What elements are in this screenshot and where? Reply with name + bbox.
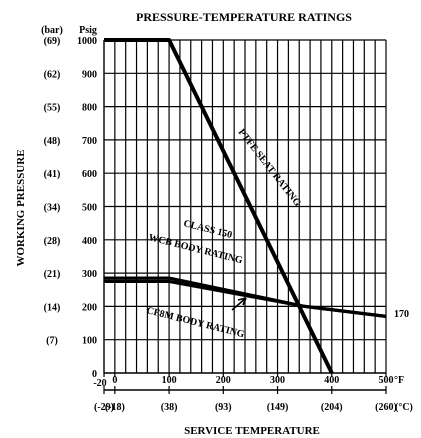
y-tick-label: 700 xyxy=(82,136,97,147)
y-tick-label: 900 xyxy=(82,69,97,80)
x-tick-celsius-label: (93) xyxy=(215,402,232,413)
x-tick-label: -20 xyxy=(93,378,106,389)
y-tick-bar-label: (34) xyxy=(44,203,61,214)
x-tick-label: 0 xyxy=(112,375,117,386)
x-axis-label: SERVICE TEMPERATURE xyxy=(184,425,320,437)
grid xyxy=(104,39,387,373)
x-tick-label: 400 xyxy=(324,375,339,386)
y-tick-bar-label: (62) xyxy=(44,69,61,80)
y-tick-label: 100 xyxy=(82,336,97,347)
x-tick-celsius-label: (-18) xyxy=(105,402,125,413)
y-tick-label: 800 xyxy=(82,103,97,114)
y-tick-bar-label: (41) xyxy=(44,169,61,180)
y-tick-label: 1000 xyxy=(77,36,97,47)
x-tick-celsius-label: (-29) xyxy=(94,402,114,413)
y-tick-bar-label: (55) xyxy=(44,103,61,114)
cf8m-pointer-arrow xyxy=(231,297,247,311)
x-unit-secondary: (°C) xyxy=(395,402,413,413)
x-tick-label: 500 xyxy=(379,375,394,386)
series-line-cf8m-body-rating xyxy=(104,279,387,318)
y-tick-label: 400 xyxy=(82,236,97,247)
y-unit-primary: Psig xyxy=(79,25,97,36)
y-tick-bar-label: (21) xyxy=(44,269,61,280)
y-tick-label: 600 xyxy=(82,169,97,180)
chart-title: PRESSURE-TEMPERATURE RATINGS xyxy=(136,10,352,24)
x-tick-celsius-label: (260) xyxy=(375,402,397,413)
x-tick-celsius-label: (38) xyxy=(161,402,178,413)
series-line-ptfe-seat-rating xyxy=(104,38,334,374)
series-lines xyxy=(104,38,387,374)
y-tick-label: 0 xyxy=(92,369,97,380)
end-value-label: 170 xyxy=(394,309,409,320)
x-tick-celsius-label: (204) xyxy=(321,402,343,413)
x-tick-celsius-label: (149) xyxy=(267,402,289,413)
y-tick-bar-label: (7) xyxy=(46,336,58,347)
axes: 0 100 (7) 200 (14) 300 (21) 400 (28) 500 (34) 600 (4… xyxy=(44,36,397,413)
class150-annotation: CLASS 150 xyxy=(182,218,233,241)
y-tick-bar-label: (48) xyxy=(44,136,61,147)
cf8m-annotation: CF8M BODY RATING xyxy=(145,305,245,340)
y-tick-bar-label: (14) xyxy=(44,302,61,313)
y-unit-secondary: (bar) xyxy=(41,25,63,36)
y-tick-bar-label: (69) xyxy=(44,36,61,47)
y-tick-bar-label: (28) xyxy=(44,236,61,247)
x-tick-label: 300 xyxy=(270,375,285,386)
y-tick-label: 500 xyxy=(82,203,97,214)
x-unit-primary: °F xyxy=(394,375,404,386)
y-tick-label: 300 xyxy=(82,269,97,280)
x-tick-label: 100 xyxy=(162,375,177,386)
y-axis-label: WORKING PRESSURE xyxy=(15,149,27,266)
x-tick-label: 200 xyxy=(216,375,231,386)
y-tick-label: 200 xyxy=(82,302,97,313)
